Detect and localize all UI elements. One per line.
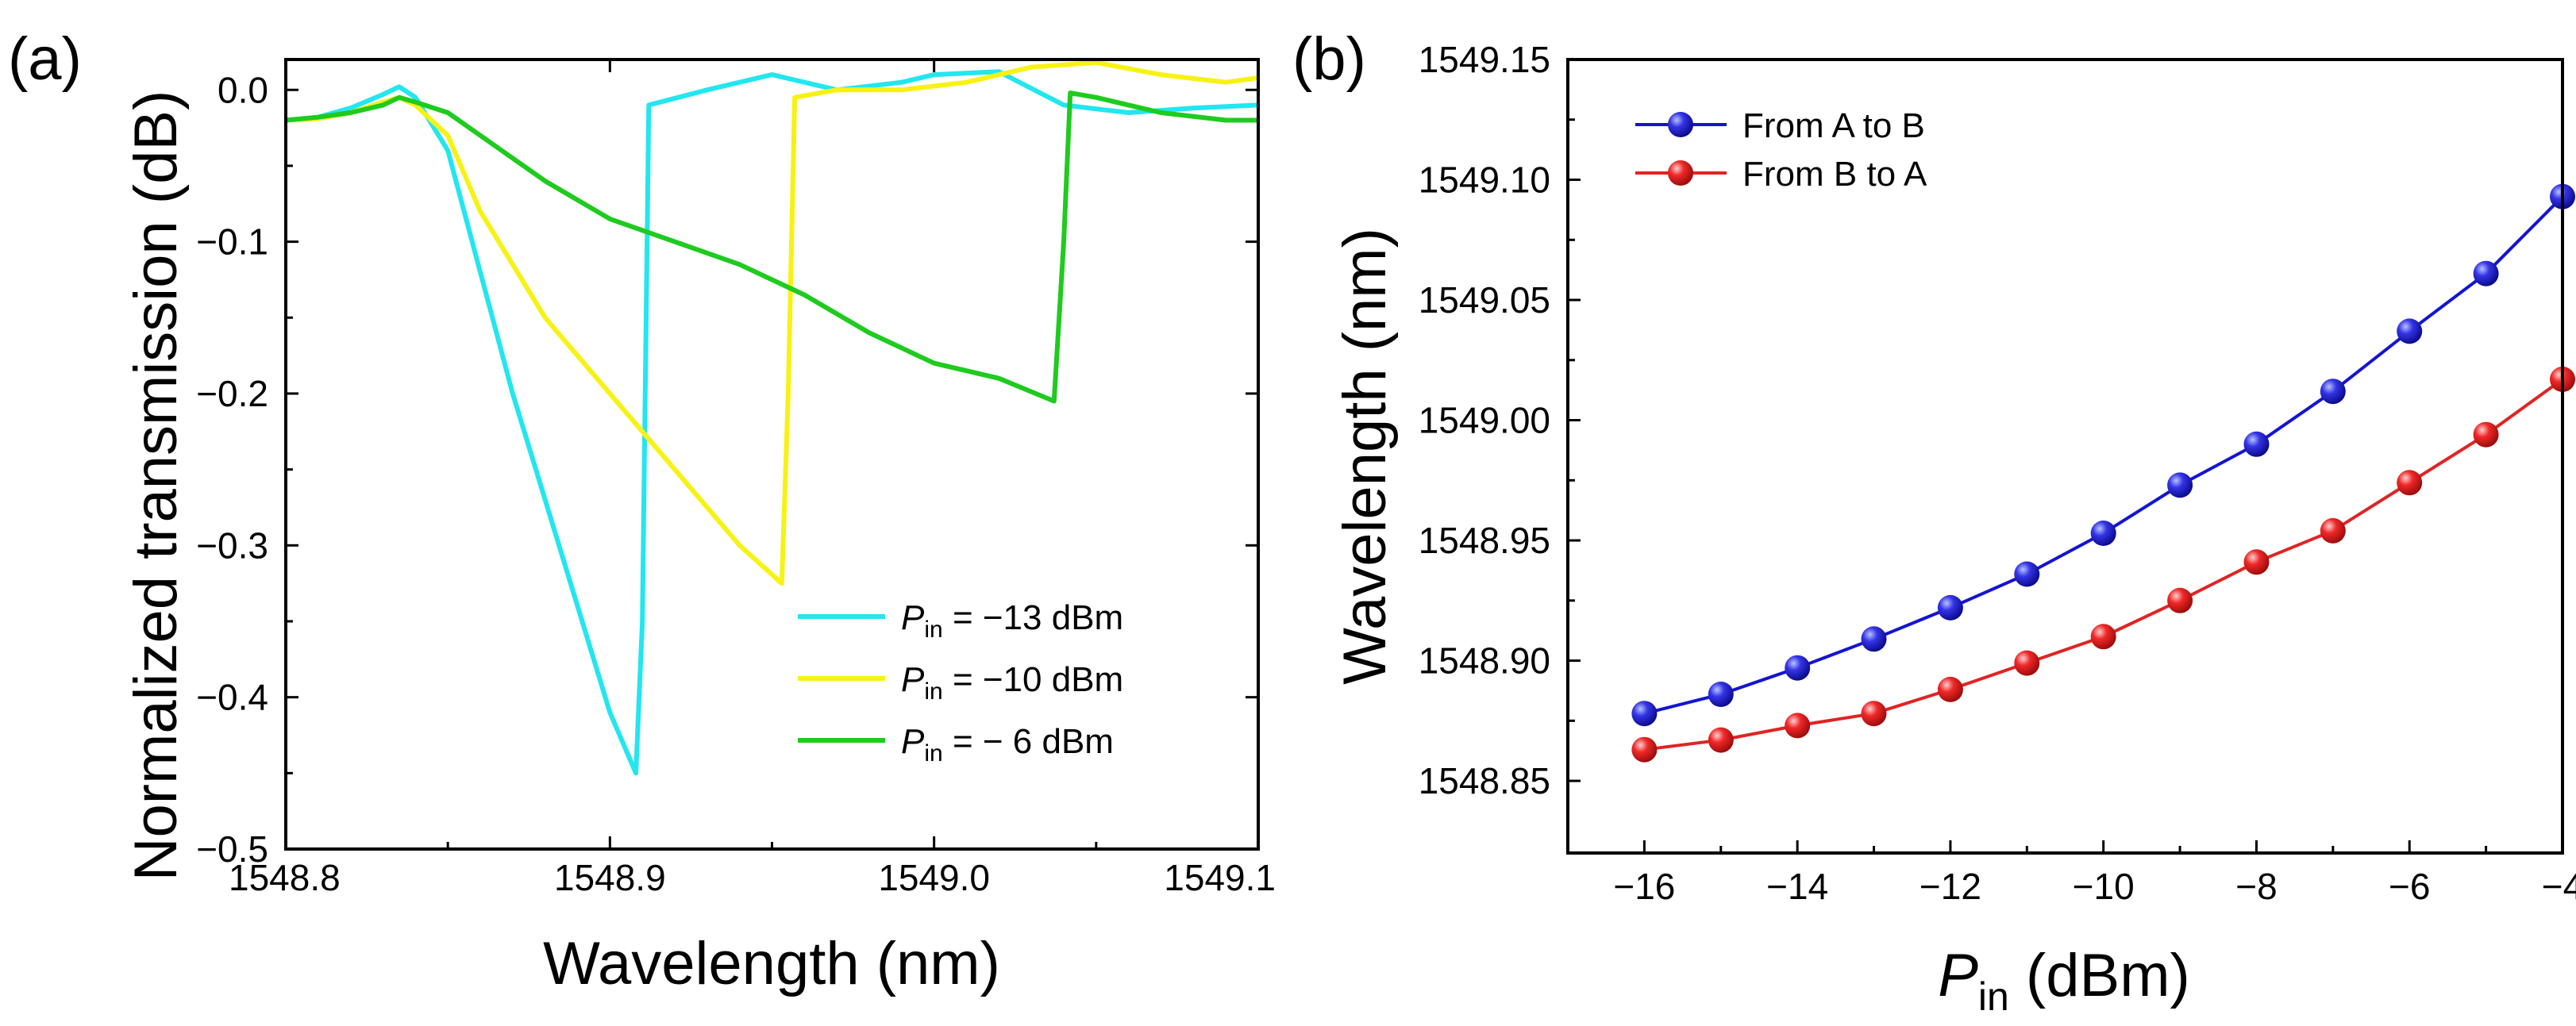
panel-b-x-tick-label: −14 (1766, 866, 1828, 907)
panel-a: (a) 1548.8 1548.9 1549.0 1549.1 0.0 −0.1 −0.2… (8, 25, 1276, 997)
legend-marker-a-to-b (1668, 112, 1693, 137)
panel-b-point-0 (2473, 260, 2499, 286)
panel-a-label: (a) (8, 25, 82, 93)
panel-b-point-1 (2397, 470, 2423, 496)
panel-b-y-tick-label: 1549.05 (1419, 279, 1550, 321)
panel-b-x-tick-labels: −16 −14 −12 −10 −8 −6 −4 (1613, 866, 2576, 907)
panel-b-y-tick-label: 1549.00 (1419, 400, 1550, 441)
panel-b: (b) −16 −14 −12 −10 −8 −6 −4 1548.851548.90154… (1292, 25, 2576, 1019)
panel-b-point-0 (1861, 626, 1887, 652)
legend-marker-b-to-a (1668, 160, 1693, 186)
panel-b-y-tick-label: 1549.10 (1419, 159, 1550, 201)
panel-a-legend: Pin = −13 dBm Pin = −10 dBm Pin = − 6 dB… (798, 598, 1123, 767)
panel-b-x-tick-label: −10 (2073, 866, 2135, 907)
panel-b-series (1631, 183, 2575, 763)
panel-b-point-1 (2090, 624, 2116, 650)
panel-b-y-tick-label: 1548.85 (1419, 760, 1550, 801)
panel-b-point-0 (2397, 318, 2423, 344)
panel-b-y-tick-label: 1548.95 (1419, 520, 1550, 561)
panel-a-y-tick-label: −0.1 (196, 221, 268, 263)
panel-b-x-tick-label: −16 (1613, 866, 1675, 907)
panel-b-point-0 (2167, 472, 2193, 498)
panel-a-y-tick-label: −0.2 (196, 373, 268, 414)
panel-b-point-1 (1631, 736, 1658, 763)
panel-a-x-axis-title: Wavelength (nm) (543, 930, 1000, 997)
panel-b-y-tick-labels: 1548.85 1548.90 1548.95 1549.00 1549.05 1549.… (1419, 39, 1550, 801)
panel-b-point-1 (2473, 421, 2499, 448)
panel-b-point-0 (1708, 682, 1734, 707)
panel-a-x-tick-label: 1548.9 (554, 857, 666, 898)
panel-b-point-0 (1937, 594, 1963, 621)
panel-a-y-tick-label: −0.4 (196, 677, 268, 718)
panel-a-x-tick-label: 1549.1 (1164, 857, 1276, 898)
panel-b-point-1 (2320, 517, 2346, 544)
panel-a-y-tick-label: −0.5 (196, 828, 268, 870)
panel-a-series-line-2 (285, 90, 1258, 404)
panel-a-y-tick-label: 0.0 (218, 69, 268, 110)
panel-b-point-1 (1785, 713, 1811, 739)
legend-label-minus13: Pin = −13 dBm (901, 598, 1123, 643)
panel-b-point-1 (2243, 549, 2270, 575)
panel-b-x-tick-label: −12 (1919, 866, 1981, 907)
legend-label-a-to-b: From A to B (1742, 106, 1925, 145)
panel-a-x-tick-label: 1549.0 (878, 857, 990, 898)
panel-b-point-0 (2320, 379, 2346, 405)
panel-a-frame (284, 58, 1260, 851)
panel-a-x-tick-labels: 1548.8 1548.9 1549.0 1549.1 (229, 857, 1276, 898)
panel-b-point-0 (2243, 431, 2270, 457)
panel-b-y-tick-label: 1549.15 (1419, 39, 1550, 80)
panel-b-x-axis-title: Pin (dBm) (1938, 942, 2190, 1019)
panel-a-y-tick-label: −0.3 (196, 525, 268, 566)
legend-label-minus10: Pin = −10 dBm (901, 660, 1123, 705)
legend-label-minus6: Pin = − 6 dBm (901, 722, 1114, 767)
panel-b-point-0 (2090, 521, 2116, 546)
panel-b-point-1 (2167, 587, 2193, 613)
panel-b-x-tick-label: −8 (2235, 866, 2277, 907)
panel-a-x-tick-label: 1548.8 (229, 857, 341, 898)
panel-b-point-1 (2014, 650, 2040, 676)
panel-a-series-line-0 (285, 69, 1259, 776)
panel-b-point-0 (1631, 701, 1658, 727)
panel-b-label: (b) (1292, 25, 1366, 93)
panel-b-point-1 (1861, 701, 1887, 727)
panel-b-point-1 (1937, 676, 1963, 702)
panel-b-point-1 (1708, 727, 1734, 753)
panel-b-point-0 (1785, 655, 1811, 681)
panel-b-x-tick-label: −4 (2542, 866, 2576, 907)
panel-b-point-0 (2014, 561, 2040, 587)
legend-label-b-to-a: From B to A (1742, 155, 1927, 194)
panel-b-y-tick-label: 1548.90 (1419, 640, 1550, 682)
panel-b-series-line-1 (1644, 378, 2564, 751)
panel-a-series (285, 60, 1259, 776)
panel-a-y-tick-labels: 0.0 −0.1 −0.2 −0.3 −0.4 −0.5 (196, 69, 268, 870)
panel-a-series-line-1 (285, 60, 1259, 586)
panel-b-x-tick-label: −6 (2389, 866, 2430, 907)
panel-b-frame (1566, 58, 2564, 855)
panel-b-legend: From A to B From B to A (1635, 106, 1927, 194)
panel-b-y-axis-title: Wavelength (nm) (1331, 228, 1399, 685)
panel-a-y-axis-title: Normalized transmission (dB) (122, 90, 190, 882)
